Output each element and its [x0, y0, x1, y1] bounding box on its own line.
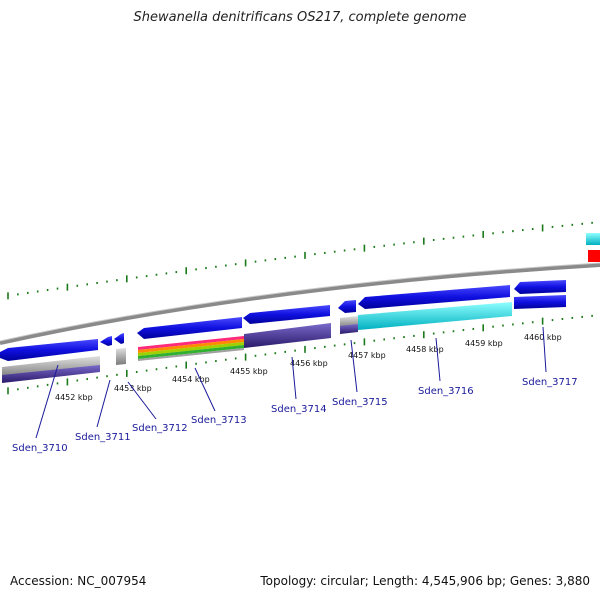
scale-label-4459: 4459 kbp	[465, 339, 503, 348]
outer-tick-ring	[7, 221, 593, 300]
inner-tick-ring	[7, 314, 593, 395]
gene-label-3714: Sden_3714	[271, 404, 327, 415]
cyan-feature-block	[586, 233, 600, 245]
scale-label-4458: 4458 kbp	[406, 345, 444, 354]
scale-label-4457: 4457 kbp	[348, 351, 386, 360]
accession-text: Accession: NC_007954	[10, 574, 147, 588]
scale-label-4452: 4452 kbp	[55, 393, 93, 402]
gene-arrow-3713	[137, 317, 242, 339]
gene-arrow-3715	[338, 300, 356, 313]
scale-label-4456: 4456 kbp	[290, 359, 328, 368]
genome-backbone	[0, 263, 600, 345]
gene-arrow-3711a	[100, 336, 112, 346]
gene-arrow-3714	[243, 305, 330, 324]
gene-label-3710: Sden_3710	[12, 443, 68, 454]
gene-label-3715: Sden_3715	[332, 397, 388, 408]
gene-arrow-3717	[514, 280, 566, 294]
gene-label-3712: Sden_3712	[132, 423, 188, 434]
feature-track	[2, 295, 566, 383]
scale-label-4455: 4455 kbp	[230, 367, 268, 376]
gene-label-3716: Sden_3716	[418, 386, 474, 397]
genome-summary-text: Topology: circular; Length: 4,545,906 bp…	[260, 574, 590, 588]
gene-label-3713: Sden_3713	[191, 415, 247, 426]
gene-arrow-3716	[358, 285, 510, 309]
scale-label-4454: 4454 kbp	[172, 375, 210, 384]
gene-label-3711: Sden_3711	[75, 432, 131, 443]
map-title: Shewanella denitrificans OS217, complete…	[133, 10, 467, 25]
forward-strand-genes	[0, 280, 566, 361]
scale-label-4460: 4460 kbp	[524, 333, 562, 342]
red-feature-block	[588, 250, 600, 262]
gene-label-3717: Sden_3717	[522, 377, 578, 388]
gene-labels: Sden_3710 Sden_3711 Sden_3712 Sden_3713 …	[12, 377, 578, 454]
scale-labels: 4452 kbp 4453 kbp 4454 kbp 4455 kbp 4456…	[55, 333, 562, 402]
gene-arrow-3710	[0, 339, 98, 361]
gene-label-leaders	[35, 326, 547, 439]
gene-arrow-3711b	[114, 333, 124, 344]
